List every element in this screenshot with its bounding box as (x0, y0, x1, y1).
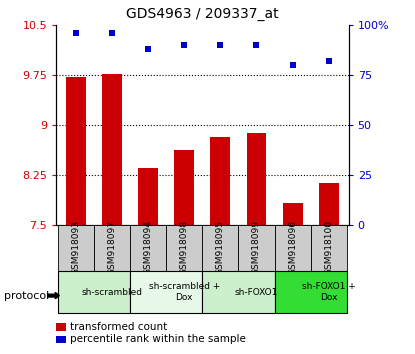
Text: GSM918098: GSM918098 (180, 220, 189, 275)
Bar (275, 271, 347, 313)
Text: GSM918093: GSM918093 (71, 220, 81, 275)
Point (109, 30, 115, 36)
Bar (130, 225, 166, 271)
Text: sh-FOXO1 +
Dox: sh-FOXO1 + Dox (302, 282, 356, 302)
Bar (58, 225, 94, 271)
Text: GSM918094: GSM918094 (144, 220, 153, 275)
Bar (275, 225, 311, 271)
Point (325, 58, 332, 64)
Bar (283, 204, 303, 225)
Bar (319, 183, 339, 225)
Bar (247, 133, 266, 225)
Bar (94, 225, 130, 271)
Bar (138, 168, 158, 225)
Point (217, 42, 224, 48)
Text: transformed count: transformed count (70, 322, 167, 332)
Bar (58, 271, 130, 313)
Text: GSM918096: GSM918096 (288, 220, 297, 275)
Text: sh-scrambled: sh-scrambled (81, 287, 142, 297)
Text: percentile rank within the sample: percentile rank within the sample (70, 335, 246, 344)
Text: GSM918097: GSM918097 (107, 220, 117, 275)
Text: GSM918100: GSM918100 (324, 220, 333, 275)
Bar (203, 225, 239, 271)
Text: sh-FOXO1: sh-FOXO1 (235, 287, 278, 297)
Bar (239, 225, 275, 271)
Bar (130, 271, 203, 313)
Bar (102, 74, 122, 225)
Point (73, 30, 79, 36)
Text: GSM918095: GSM918095 (216, 220, 225, 275)
Text: sh-scrambled +
Dox: sh-scrambled + Dox (149, 282, 220, 302)
Point (181, 42, 188, 48)
Bar (203, 271, 275, 313)
Point (145, 46, 151, 52)
Text: GSM918099: GSM918099 (252, 220, 261, 275)
Point (253, 42, 260, 48)
Text: protocol: protocol (4, 291, 49, 301)
Bar (66, 77, 86, 225)
Bar (174, 150, 194, 225)
Bar (210, 137, 230, 225)
Bar (166, 225, 203, 271)
Point (289, 62, 296, 68)
Bar (311, 225, 347, 271)
Title: GDS4963 / 209337_at: GDS4963 / 209337_at (126, 7, 278, 21)
